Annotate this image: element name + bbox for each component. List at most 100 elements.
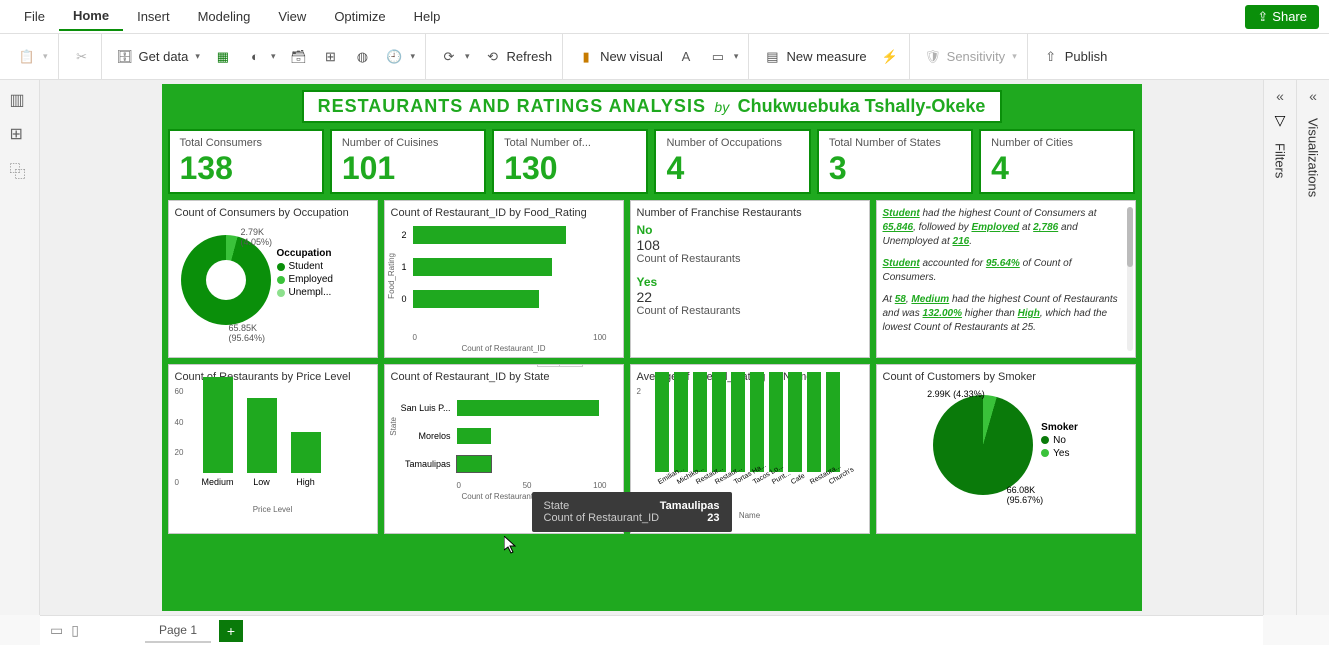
menu-view[interactable]: View (264, 3, 320, 30)
menu-help[interactable]: Help (400, 3, 455, 30)
franchise-no-label: No (637, 223, 863, 237)
data-view-icon[interactable]: ⊞ (10, 124, 30, 144)
pie-legend: Smoker No Yes (1041, 422, 1078, 461)
kpi-cuisines[interactable]: Number of Cuisines101 (330, 129, 486, 194)
legend-label: No (1053, 435, 1066, 446)
donut-slice-label-bot: 65.85K (95.64%) (229, 323, 266, 343)
donut-card[interactable]: Count of Consumers by Occupation 2.79K (… (168, 200, 378, 358)
paste-button[interactable]: 📋▾ (14, 44, 52, 70)
y-ticks: 2 (637, 387, 641, 487)
newvisual-label: New visual (600, 49, 663, 64)
excel-button[interactable]: ▦ (210, 44, 236, 70)
shapes-icon: ▭ (709, 48, 727, 66)
smoker-card[interactable]: Count of Customers by Smoker 2.99K (4.33… (876, 364, 1136, 534)
swatch (1041, 449, 1049, 457)
card-title: Count of Restaurant_ID by Food_Rating (391, 207, 617, 219)
share-button[interactable]: ⇪ Share (1245, 5, 1319, 29)
dataverse-button[interactable]: ◍ (349, 44, 375, 70)
cut-button[interactable]: ✂ (69, 44, 95, 70)
kpi-row: Total Consumers138 Number of Cuisines101… (168, 129, 1136, 194)
y-axis-label: State (389, 417, 398, 436)
swatch (277, 263, 285, 271)
newmeasure-label: New measure (786, 49, 866, 64)
scissors-icon: ✂ (73, 48, 91, 66)
focus-action-icon[interactable]: ⊡ (560, 364, 582, 366)
canvas-wrap: RESTAURANTS AND RATINGS ANALYSIS by Chuk… (40, 80, 1263, 615)
kpi-cities[interactable]: Number of Cities4 (979, 129, 1135, 194)
datahub-button[interactable]: ◐▾ (242, 44, 280, 70)
vbar-chart: Emilian...Michiko...Restaur...Restaur...… (637, 387, 863, 487)
refresh-label: Refresh (507, 49, 553, 64)
visualizations-panel[interactable]: « Visualizations (1296, 80, 1329, 615)
chevron-left-icon[interactable]: « (1276, 88, 1284, 104)
price-level-card[interactable]: Count of Restaurants by Price Level 6040… (168, 364, 378, 534)
kpi-value: 4 (991, 151, 1123, 186)
filter-action-icon[interactable]: ▽ (538, 364, 560, 366)
right-panels: « ▽ Filters « Visualizations (1263, 80, 1329, 615)
textbox-icon: A (677, 48, 695, 66)
getdata-label: Get data (139, 49, 189, 64)
menu-modeling[interactable]: Modeling (184, 3, 265, 30)
sql-icon: 🗃 (289, 48, 307, 66)
visual-header-actions: ▽ ⊡ (537, 364, 583, 367)
card-title: Count of Restaurant_ID by State (391, 371, 617, 383)
menu-file[interactable]: File (10, 3, 59, 30)
legend-label: Employed (289, 274, 333, 285)
food-rating-card[interactable]: Count of Restaurant_ID by Food_Rating Fo… (384, 200, 624, 358)
quick-measure-button[interactable]: ⚡ (877, 44, 903, 70)
kpi-states[interactable]: Total Number of States3 (817, 129, 973, 194)
page-tab[interactable]: Page 1 (145, 619, 211, 643)
publish-button[interactable]: ⇧Publish (1038, 44, 1112, 70)
view-rail: ▥ ⊞ ⿻ (0, 80, 40, 615)
main-area: ▥ ⊞ ⿻ RESTAURANTS AND RATINGS ANALYSIS b… (0, 80, 1329, 615)
kpi-occupations[interactable]: Number of Occupations4 (654, 129, 810, 194)
card-title: Number of Franchise Restaurants (637, 207, 863, 219)
share-icon: ⇪ (1257, 9, 1268, 25)
dataverse-icon: ◍ (353, 48, 371, 66)
menu-optimize[interactable]: Optimize (320, 3, 399, 30)
sensitivity-label: Sensitivity (947, 49, 1006, 64)
donut-chart (181, 235, 271, 325)
new-measure-button[interactable]: ▤New measure (759, 44, 870, 70)
enter-data-button[interactable]: ⊞ (317, 44, 343, 70)
kpi-value: 130 (504, 151, 636, 186)
kpi-label: Total Number of States (829, 137, 961, 149)
kpi-consumers[interactable]: Total Consumers138 (168, 129, 324, 194)
chevron-left-icon[interactable]: « (1309, 88, 1317, 104)
refresh-button[interactable]: ⟲Refresh (480, 44, 557, 70)
menu-insert[interactable]: Insert (123, 3, 184, 30)
publish-label: Publish (1065, 49, 1108, 64)
page-tab-strip: ▭ ▯ Page 1 + (40, 615, 1263, 645)
transform-button[interactable]: ⟳▾ (436, 44, 474, 70)
kpi-value: 4 (666, 151, 798, 186)
franchise-card[interactable]: Number of Franchise Restaurants No 108 C… (630, 200, 870, 358)
scroll-thumb[interactable] (1127, 207, 1133, 267)
get-data-button[interactable]: 🗄Get data▾ (112, 44, 204, 70)
kpi-value: 138 (180, 151, 312, 186)
sql-button[interactable]: 🗃 (285, 44, 311, 70)
franchise-yes-label: Yes (637, 275, 863, 289)
swatch (277, 276, 285, 284)
menu-home[interactable]: Home (59, 2, 123, 31)
hbar-chart: Food_Rating 210 (391, 223, 617, 333)
kpi-total-restaurants[interactable]: Total Number of...130 (492, 129, 648, 194)
tooltip-value: 23 (707, 512, 719, 524)
swatch (277, 289, 285, 297)
add-page-button[interactable]: + (219, 620, 243, 642)
model-view-icon[interactable]: ⿻ (10, 158, 30, 178)
cursor-icon (504, 536, 518, 557)
recent-sources-button[interactable]: 🕘▾ (381, 44, 419, 70)
desktop-layout-icon[interactable]: ▭ (50, 622, 63, 639)
report-view-icon[interactable]: ▥ (10, 90, 30, 110)
report-title-box: RESTAURANTS AND RATINGS ANALYSIS by Chuk… (302, 90, 1002, 123)
new-visual-button[interactable]: ▮New visual (573, 44, 667, 70)
card-title: Count of Consumers by Occupation (175, 207, 371, 219)
sensitivity-button[interactable]: 🛡Sensitivity▾ (920, 44, 1021, 70)
insights-card[interactable]: Student had the highest Count of Consume… (876, 200, 1136, 358)
filters-panel[interactable]: « ▽ Filters (1263, 80, 1296, 615)
report-canvas[interactable]: RESTAURANTS AND RATINGS ANALYSIS by Chuk… (162, 84, 1142, 611)
mobile-layout-icon[interactable]: ▯ (71, 622, 79, 639)
text-box-button[interactable]: A (673, 44, 699, 70)
more-visuals-button[interactable]: ▭▾ (705, 44, 743, 70)
legend-title: Smoker (1041, 422, 1078, 433)
